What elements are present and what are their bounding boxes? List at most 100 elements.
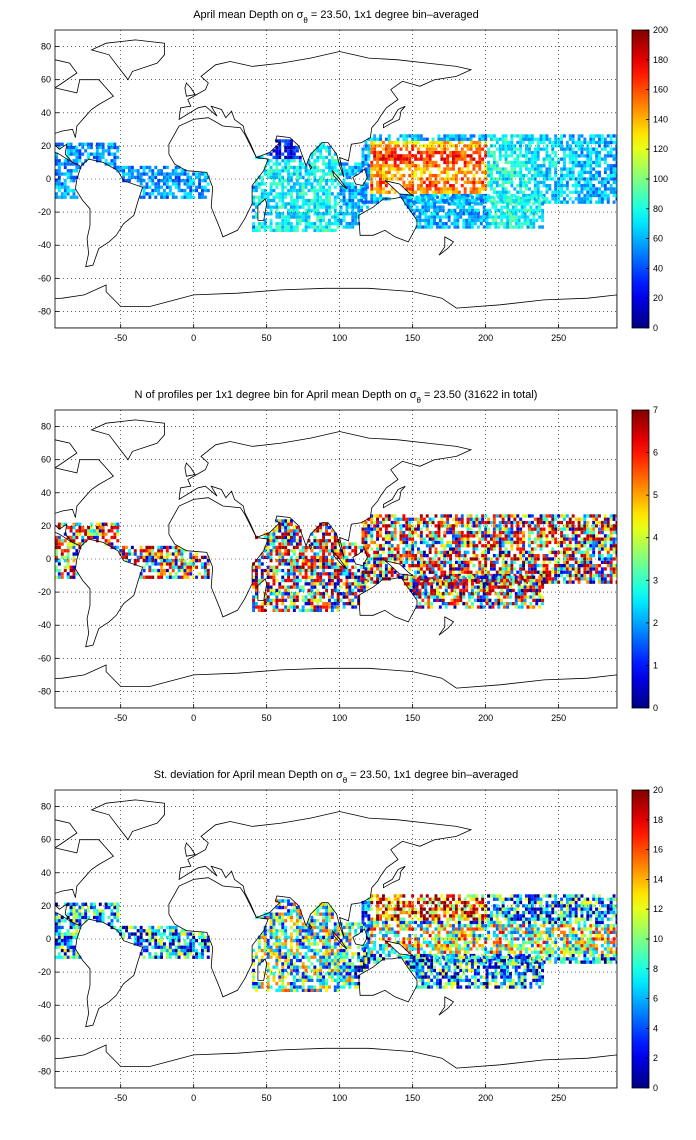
data-cell bbox=[133, 552, 137, 556]
data-cell bbox=[510, 537, 514, 541]
data-cell bbox=[472, 573, 476, 578]
data-cell bbox=[284, 195, 288, 199]
data-cell bbox=[530, 567, 534, 571]
data-cell bbox=[492, 164, 496, 168]
data-cell bbox=[469, 527, 473, 531]
data-cell bbox=[157, 188, 161, 193]
data-cell bbox=[414, 573, 418, 578]
data-cell bbox=[592, 567, 596, 571]
data-cell bbox=[577, 527, 581, 531]
data-cell bbox=[163, 572, 166, 576]
data-cell bbox=[301, 165, 305, 170]
data-cell bbox=[492, 537, 496, 541]
data-cell bbox=[481, 580, 485, 584]
data-cell bbox=[431, 193, 435, 198]
data-cell bbox=[472, 140, 476, 145]
data-cell bbox=[387, 544, 391, 548]
data-cell bbox=[75, 529, 79, 533]
data-cell bbox=[586, 547, 590, 551]
data-cell bbox=[542, 570, 546, 574]
data-cell bbox=[574, 534, 578, 538]
data-cell bbox=[379, 140, 383, 145]
data-cell bbox=[535, 198, 539, 203]
data-cell bbox=[428, 570, 432, 574]
data-cell bbox=[490, 187, 493, 191]
data-cell bbox=[530, 140, 534, 145]
data-cell bbox=[322, 562, 326, 566]
data-cell bbox=[551, 527, 555, 531]
data-cell bbox=[449, 527, 453, 531]
data-cell bbox=[354, 542, 358, 546]
data-cell bbox=[484, 530, 488, 535]
data-cell bbox=[399, 537, 403, 541]
data-cell bbox=[504, 530, 508, 535]
data-cell bbox=[412, 585, 416, 589]
data-cell bbox=[414, 197, 418, 201]
data-cell bbox=[460, 157, 464, 161]
data-cell bbox=[163, 182, 166, 186]
data-cell bbox=[542, 180, 546, 185]
data-cell bbox=[609, 190, 613, 194]
data-cell bbox=[615, 547, 617, 551]
data-cell bbox=[310, 542, 314, 546]
data-cell bbox=[551, 530, 555, 535]
data-cell bbox=[148, 559, 152, 563]
data-cell bbox=[174, 572, 178, 576]
data-cell bbox=[495, 554, 499, 558]
data-cell bbox=[90, 522, 93, 526]
data-cell bbox=[367, 170, 371, 175]
data-cell bbox=[313, 565, 317, 569]
data-cell bbox=[460, 140, 464, 145]
data-cell bbox=[384, 537, 388, 541]
data-cell bbox=[139, 549, 143, 553]
data-cell bbox=[525, 144, 528, 148]
data-cell bbox=[568, 547, 572, 551]
data-cell bbox=[443, 570, 447, 574]
data-cell bbox=[484, 150, 488, 155]
data-cell bbox=[615, 554, 617, 558]
data-cell bbox=[526, 198, 530, 203]
data-cell bbox=[81, 142, 85, 146]
data-cell bbox=[609, 567, 613, 571]
data-cell bbox=[75, 549, 79, 553]
data-cell bbox=[354, 605, 358, 609]
data-cell bbox=[330, 578, 334, 583]
data-cell bbox=[269, 565, 273, 569]
data-cell bbox=[476, 208, 480, 213]
data-cell bbox=[290, 598, 293, 603]
data-cell bbox=[443, 167, 447, 171]
data-cell bbox=[165, 165, 169, 170]
data-cell bbox=[414, 167, 418, 171]
data-cell bbox=[370, 180, 374, 185]
data-cell bbox=[525, 154, 528, 158]
data-cell bbox=[606, 140, 610, 145]
data-cell bbox=[78, 159, 82, 163]
data-cell bbox=[401, 575, 404, 579]
data-cell bbox=[373, 144, 377, 148]
data-cell bbox=[278, 172, 282, 176]
data-cell bbox=[565, 547, 569, 551]
data-cell bbox=[351, 192, 355, 196]
data-cell bbox=[304, 568, 308, 573]
data-cell bbox=[466, 530, 470, 535]
data-cell bbox=[443, 157, 447, 161]
data-cell bbox=[603, 170, 607, 175]
data-cell bbox=[313, 562, 317, 566]
data-cell bbox=[530, 527, 534, 531]
data-cell bbox=[475, 570, 479, 574]
data-cell bbox=[55, 565, 58, 569]
data-cell bbox=[592, 187, 596, 191]
data-cell bbox=[463, 150, 467, 155]
data-cell bbox=[517, 218, 521, 223]
data-cell bbox=[408, 530, 412, 535]
data-cell bbox=[457, 137, 461, 141]
coastline bbox=[384, 180, 414, 197]
data-cell bbox=[516, 537, 520, 541]
data-cell bbox=[387, 144, 391, 148]
data-cell bbox=[402, 540, 406, 545]
data-cell bbox=[528, 524, 531, 528]
data-cell bbox=[530, 190, 534, 194]
data-cell bbox=[107, 529, 111, 533]
data-cell bbox=[492, 573, 496, 578]
data-cell bbox=[603, 514, 607, 518]
